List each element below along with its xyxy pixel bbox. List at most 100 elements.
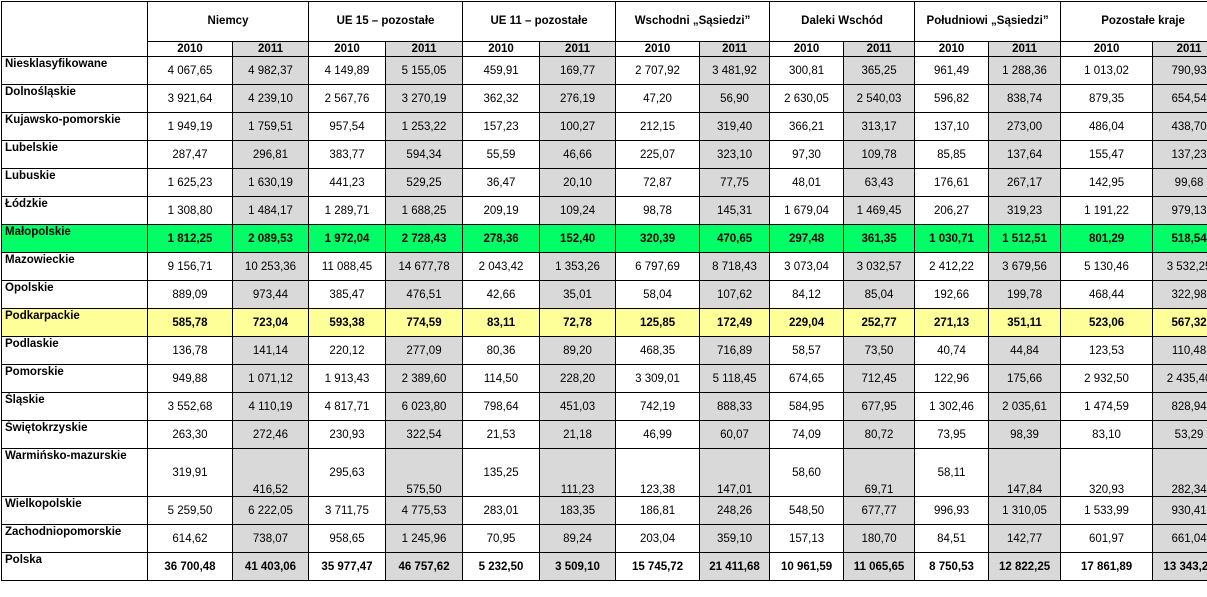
region-name: Polska <box>1 552 148 581</box>
data-table: Niemcy UE 15 – pozostałe UE 11 – pozosta… <box>1 1 1207 581</box>
value-cell: 84,12 <box>769 280 845 309</box>
value-cell: 677,95 <box>843 392 916 421</box>
value-cell: 58,04 <box>615 280 701 309</box>
value-cell: 548,50 <box>769 496 845 525</box>
value-cell: 157,23 <box>462 112 541 141</box>
value-cell: 1 310,05 <box>988 496 1062 525</box>
value-cell: 98,78 <box>615 196 701 225</box>
value-cell: 957,54 <box>308 112 387 141</box>
value-cell: 518,54 <box>1152 224 1207 253</box>
region-name: Małopolskie <box>1 224 148 253</box>
value-cell: 21 411,68 <box>699 552 771 581</box>
value-cell: 567,32 <box>1152 308 1207 337</box>
value-cell: 774,59 <box>385 308 464 337</box>
value-cell: 2 707,92 <box>615 56 701 85</box>
value-cell: 186,81 <box>615 496 701 525</box>
value-cell: 5 130,46 <box>1060 252 1154 281</box>
value-cell: 470,65 <box>699 224 771 253</box>
value-cell: 229,04 <box>769 308 845 337</box>
value-cell: 1 512,51 <box>988 224 1062 253</box>
value-cell: 77,75 <box>699 168 771 197</box>
value-cell: 273,00 <box>988 112 1062 141</box>
value-cell: 575,50 <box>385 448 464 497</box>
year-header: 2011 <box>843 41 916 57</box>
value-cell: 157,13 <box>769 524 845 553</box>
value-cell: 1 949,19 <box>147 112 233 141</box>
value-cell: 83,11 <box>462 308 541 337</box>
value-cell: 1 013,02 <box>1060 56 1154 85</box>
year-header: 2010 <box>769 41 845 57</box>
group-header: UE 11 – pozostałe <box>462 1 617 42</box>
value-cell: 1 302,46 <box>914 392 990 421</box>
value-cell: 83,10 <box>1060 420 1154 449</box>
value-cell: 192,66 <box>914 280 990 309</box>
year-header: 2010 <box>914 41 990 57</box>
value-cell: 838,74 <box>988 84 1062 113</box>
value-cell: 13 343,21 <box>1152 552 1207 581</box>
value-cell: 879,35 <box>1060 84 1154 113</box>
value-cell: 661,04 <box>1152 524 1207 553</box>
value-cell: 723,04 <box>231 308 310 337</box>
group-header: Daleki Wschód <box>769 1 916 42</box>
value-cell: 3 552,68 <box>147 392 233 421</box>
table-body: Niesklasyfikowane 4 067,65 4 982,37 4 149,8… <box>1 56 1207 581</box>
value-cell: 9 156,71 <box>147 252 233 281</box>
year-header: 2011 <box>385 41 464 57</box>
value-cell: 5 259,50 <box>147 496 233 525</box>
value-cell: 594,34 <box>385 140 464 169</box>
region-name: Niesklasyfikowane <box>1 56 148 85</box>
value-cell: 1 625,23 <box>147 168 233 197</box>
value-cell: 180,70 <box>843 524 916 553</box>
value-cell: 1 484,17 <box>231 196 310 225</box>
value-cell: 790,93 <box>1152 56 1207 85</box>
value-cell: 209,19 <box>462 196 541 225</box>
value-cell: 147,84 <box>988 448 1062 497</box>
value-cell: 107,62 <box>699 280 771 309</box>
value-cell: 109,78 <box>843 140 916 169</box>
value-cell: 55,59 <box>462 140 541 169</box>
value-cell: 2 540,03 <box>843 84 916 113</box>
value-cell: 4 110,19 <box>231 392 310 421</box>
value-cell: 323,10 <box>699 140 771 169</box>
value-cell: 58,57 <box>769 336 845 365</box>
value-cell: 111,23 <box>539 448 617 497</box>
value-cell: 183,35 <box>539 496 617 525</box>
value-cell: 4 775,53 <box>385 496 464 525</box>
table-row: Świętokrzyskie 263,30 272,46 230,93 322,54 21… <box>1 420 1207 449</box>
value-cell: 73,95 <box>914 420 990 449</box>
value-cell: 80,36 <box>462 336 541 365</box>
value-cell: 152,40 <box>539 224 617 253</box>
value-cell: 593,38 <box>308 308 387 337</box>
year-header: 2010 <box>462 41 541 57</box>
region-name: Wielkopolskie <box>1 496 148 525</box>
value-cell: 1 679,04 <box>769 196 845 225</box>
value-cell: 4 817,71 <box>308 392 387 421</box>
value-cell: 46 757,62 <box>385 552 464 581</box>
value-cell: 85,04 <box>843 280 916 309</box>
value-cell: 98,39 <box>988 420 1062 449</box>
value-cell: 69,71 <box>843 448 916 497</box>
region-name: Warmińsko-mazurskie <box>1 448 148 497</box>
value-cell: 17 861,89 <box>1060 552 1154 581</box>
value-cell: 888,33 <box>699 392 771 421</box>
group-header: UE 15 – pozostałe <box>308 1 464 42</box>
value-cell: 278,36 <box>462 224 541 253</box>
value-cell: 585,78 <box>147 308 233 337</box>
value-cell: 4 239,10 <box>231 84 310 113</box>
value-cell: 319,91 <box>147 448 233 497</box>
value-cell: 267,17 <box>988 168 1062 197</box>
value-cell: 12 822,25 <box>988 552 1062 581</box>
region-name: Mazowieckie <box>1 252 148 281</box>
value-cell: 3 711,75 <box>308 496 387 525</box>
value-cell: 1 913,43 <box>308 364 387 393</box>
year-header-row: 2010 2011 2010 2011 2010 2011 2010 2011 2010 2011… <box>2 41 1207 57</box>
value-cell: 996,93 <box>914 496 990 525</box>
value-cell: 2 043,42 <box>462 252 541 281</box>
value-cell: 35 977,47 <box>308 552 387 581</box>
value-cell: 176,61 <box>914 168 990 197</box>
value-cell: 141,14 <box>231 336 310 365</box>
value-cell: 42,66 <box>462 280 541 309</box>
value-cell: 220,12 <box>308 336 387 365</box>
value-cell: 283,01 <box>462 496 541 525</box>
value-cell: 175,66 <box>988 364 1062 393</box>
